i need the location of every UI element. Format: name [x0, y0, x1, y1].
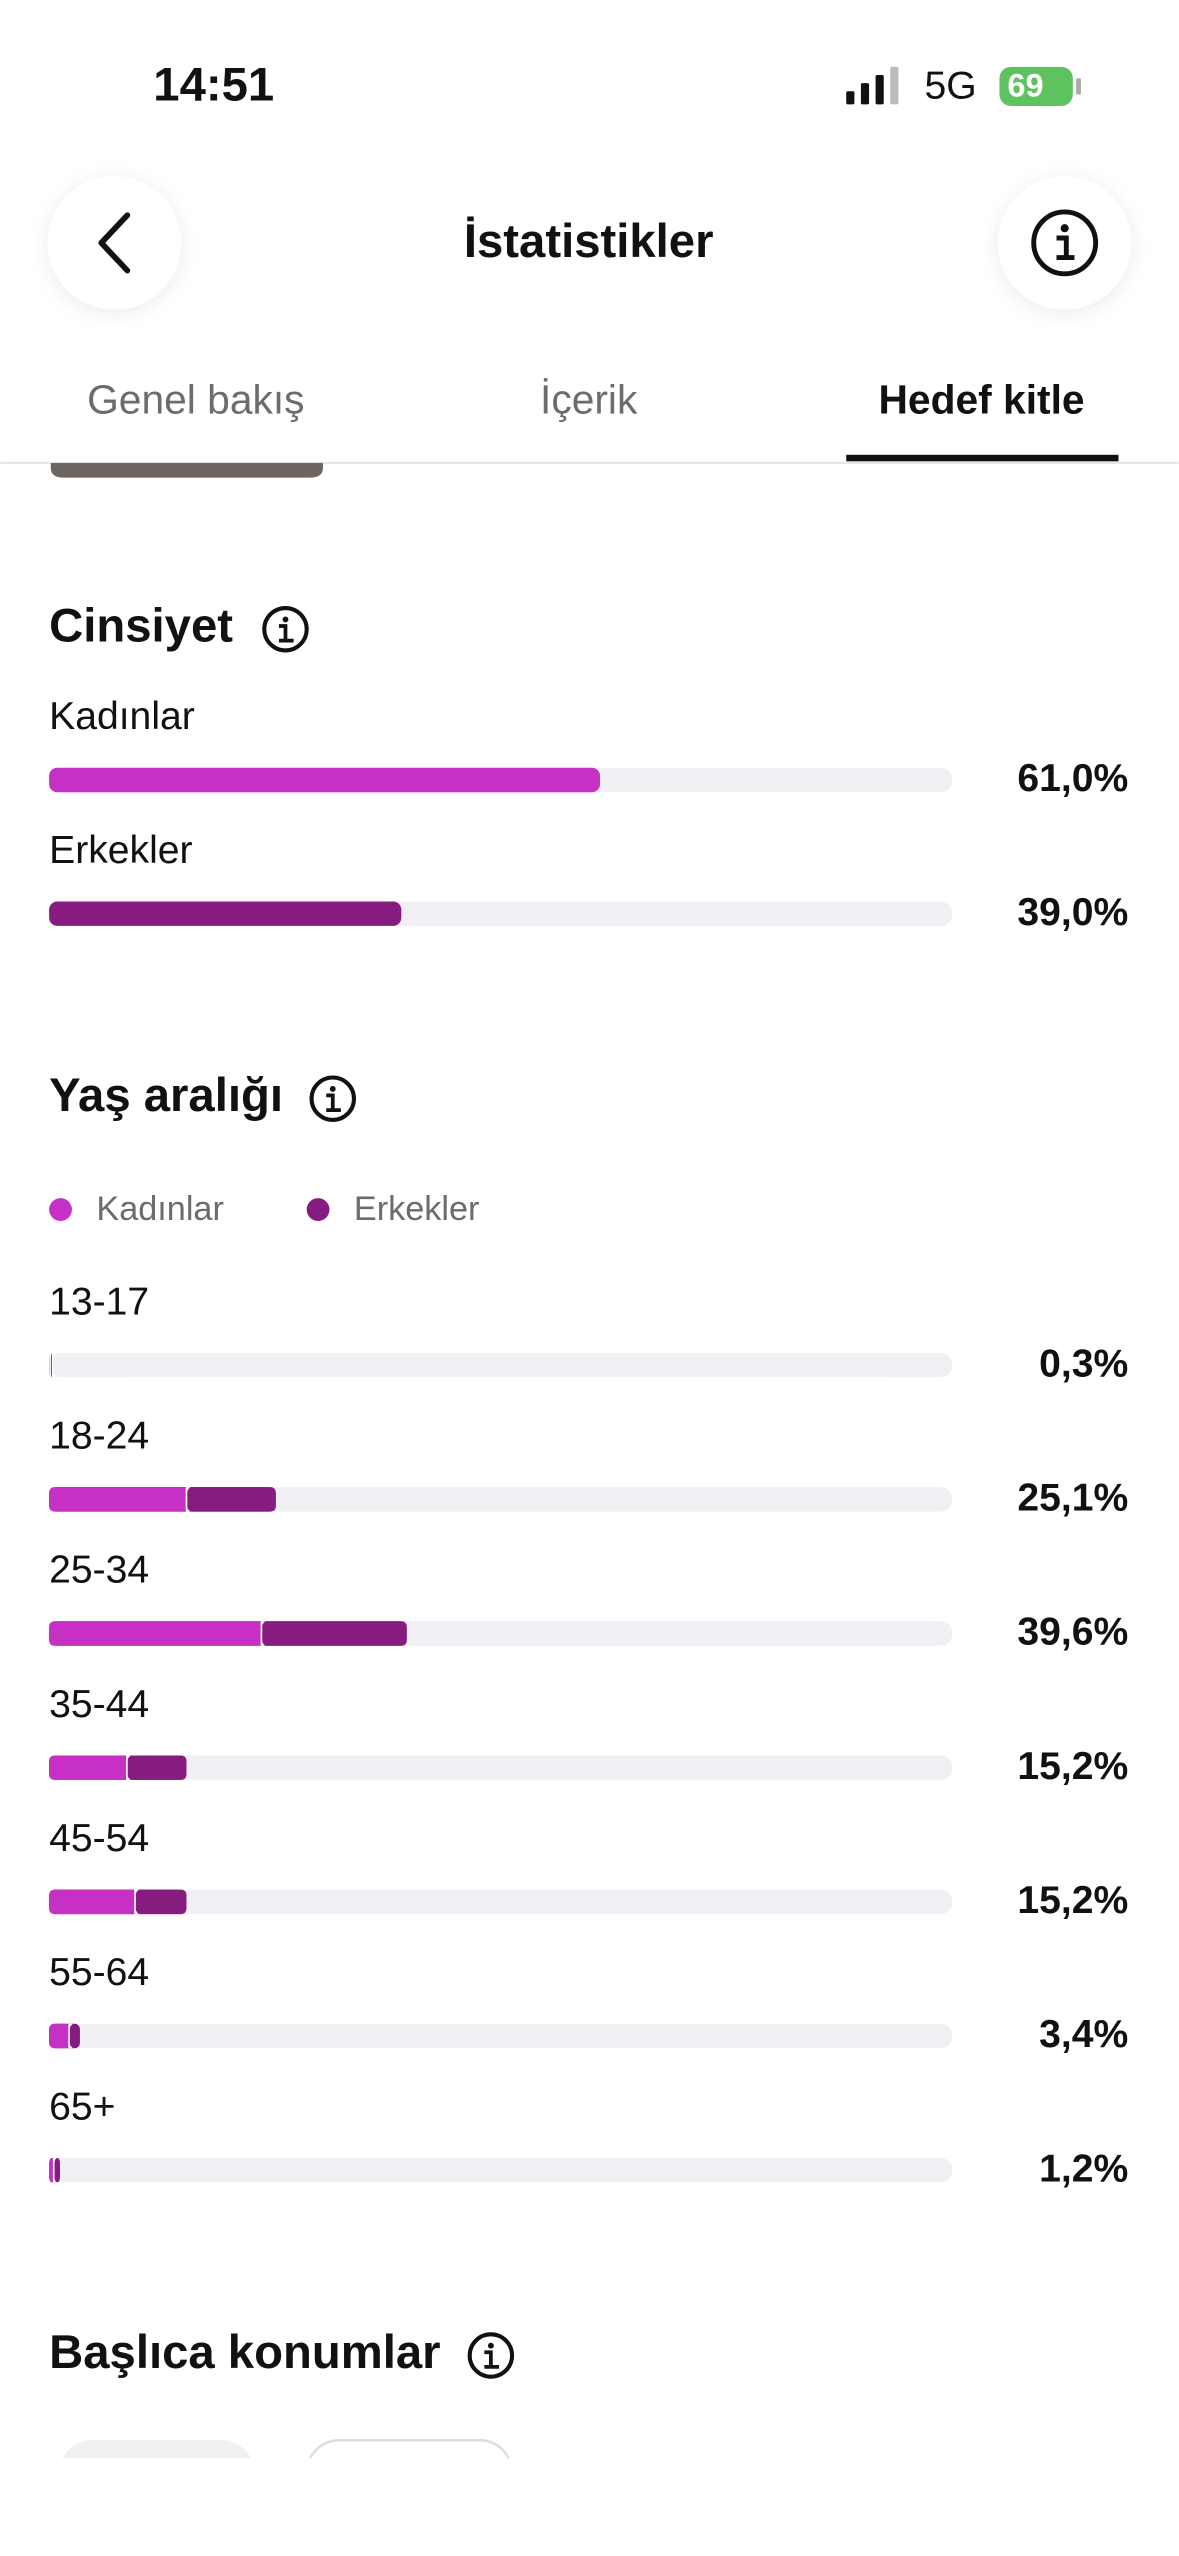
bar-label: Erkekler — [49, 829, 192, 872]
info-icon-dot — [487, 2342, 494, 2349]
info-icon-stem — [278, 624, 294, 643]
back-icon — [98, 212, 131, 274]
bar-segment — [69, 2023, 80, 2049]
section-title: Başlıca konumlar — [49, 2326, 440, 2379]
bar-track — [49, 2023, 953, 2049]
bar-track — [49, 1755, 953, 1780]
legend-label: Kadınlar — [96, 1190, 223, 1228]
tab[interactable]: Hedef kitle — [879, 376, 1085, 422]
tab[interactable]: Genel bakış — [87, 376, 304, 422]
bar-label: 45-54 — [49, 1817, 149, 1860]
bar-segment — [49, 1621, 263, 1646]
section-title: Yaş aralığı — [49, 1069, 283, 1122]
info-icon-dot — [1060, 224, 1069, 233]
bar-label: 25-34 — [49, 1549, 149, 1592]
bar-track — [49, 1889, 953, 1915]
bar-label: 55-64 — [49, 1951, 149, 1994]
info-icon-stem — [484, 2350, 500, 2369]
content: Cinsiyet Kadınlar 61,0% Erkekler 39,0% Yaş ar… — [49, 600, 1128, 2379]
value-label: 1,2% — [1039, 2147, 1128, 2190]
bar-segment — [127, 1755, 187, 1780]
image-edge — [50, 462, 323, 478]
info-icon-stem — [1056, 235, 1075, 261]
bar-label: 13-17 — [49, 1280, 149, 1323]
bottom-fade — [0, 2458, 1179, 2556]
value-label: 39,0% — [1017, 891, 1128, 934]
time: 14:51 — [153, 59, 274, 112]
bar-label: 35-44 — [49, 1683, 149, 1726]
info-icon-stem — [326, 1093, 341, 1112]
signal-bar — [890, 66, 899, 105]
bar-segment — [49, 1487, 188, 1512]
value-label: 3,4% — [1039, 2013, 1128, 2056]
bar-segment — [262, 1621, 407, 1646]
info-icon — [467, 2332, 515, 2379]
value-label: 15,2% — [1017, 1745, 1128, 1788]
info-icon-dot — [282, 616, 289, 623]
legend-dot — [306, 1198, 330, 1221]
section-title: Cinsiyet — [49, 600, 233, 653]
value-label: 25,1% — [1017, 1477, 1128, 1520]
tabs: Genel bakış İçerik Hedef kitle — [87, 376, 1119, 462]
bar-segment — [54, 2157, 60, 2183]
header: İstatistikler — [47, 176, 1132, 310]
legend-label: Erkekler — [354, 1190, 480, 1228]
bar-segment — [49, 1889, 136, 1915]
back-button[interactable] — [47, 176, 182, 310]
status-bar: 14:51 5G 69 — [153, 59, 1081, 112]
bar-label: 18-24 — [49, 1415, 149, 1458]
battery-level: 69 — [1007, 67, 1043, 104]
signal-bar — [846, 91, 855, 105]
bar-segment — [187, 1487, 276, 1512]
tab[interactable]: İçerik — [540, 376, 638, 422]
bar-track — [49, 1352, 953, 1378]
battery-tip — [1076, 78, 1081, 95]
value-label: 39,6% — [1017, 1611, 1128, 1654]
info-icon — [262, 605, 309, 653]
legend-dot — [49, 1198, 72, 1221]
bar — [49, 901, 402, 926]
info-icon — [309, 1075, 356, 1122]
bar-label: 65+ — [49, 2085, 115, 2128]
bar-segment — [50, 1352, 52, 1378]
value-label: 0,3% — [1039, 1342, 1128, 1385]
network: 5G — [924, 64, 976, 107]
value-label: 15,2% — [1017, 1879, 1128, 1922]
bar-segment — [49, 2023, 70, 2049]
bar — [49, 767, 600, 793]
page-title: İstatistikler — [464, 215, 714, 268]
bar-segment — [49, 1755, 128, 1780]
info-icon — [1031, 209, 1099, 277]
tab-indicator — [846, 454, 1119, 462]
value-label: 61,0% — [1017, 757, 1128, 800]
info-icon-dot — [329, 1085, 336, 1092]
battery — [999, 66, 1073, 106]
bar-track — [49, 2157, 953, 2183]
signal-bar — [875, 74, 884, 105]
signal-bar — [860, 83, 870, 105]
bar-segment — [135, 1889, 187, 1915]
bar-label: Kadınlar — [49, 695, 195, 738]
